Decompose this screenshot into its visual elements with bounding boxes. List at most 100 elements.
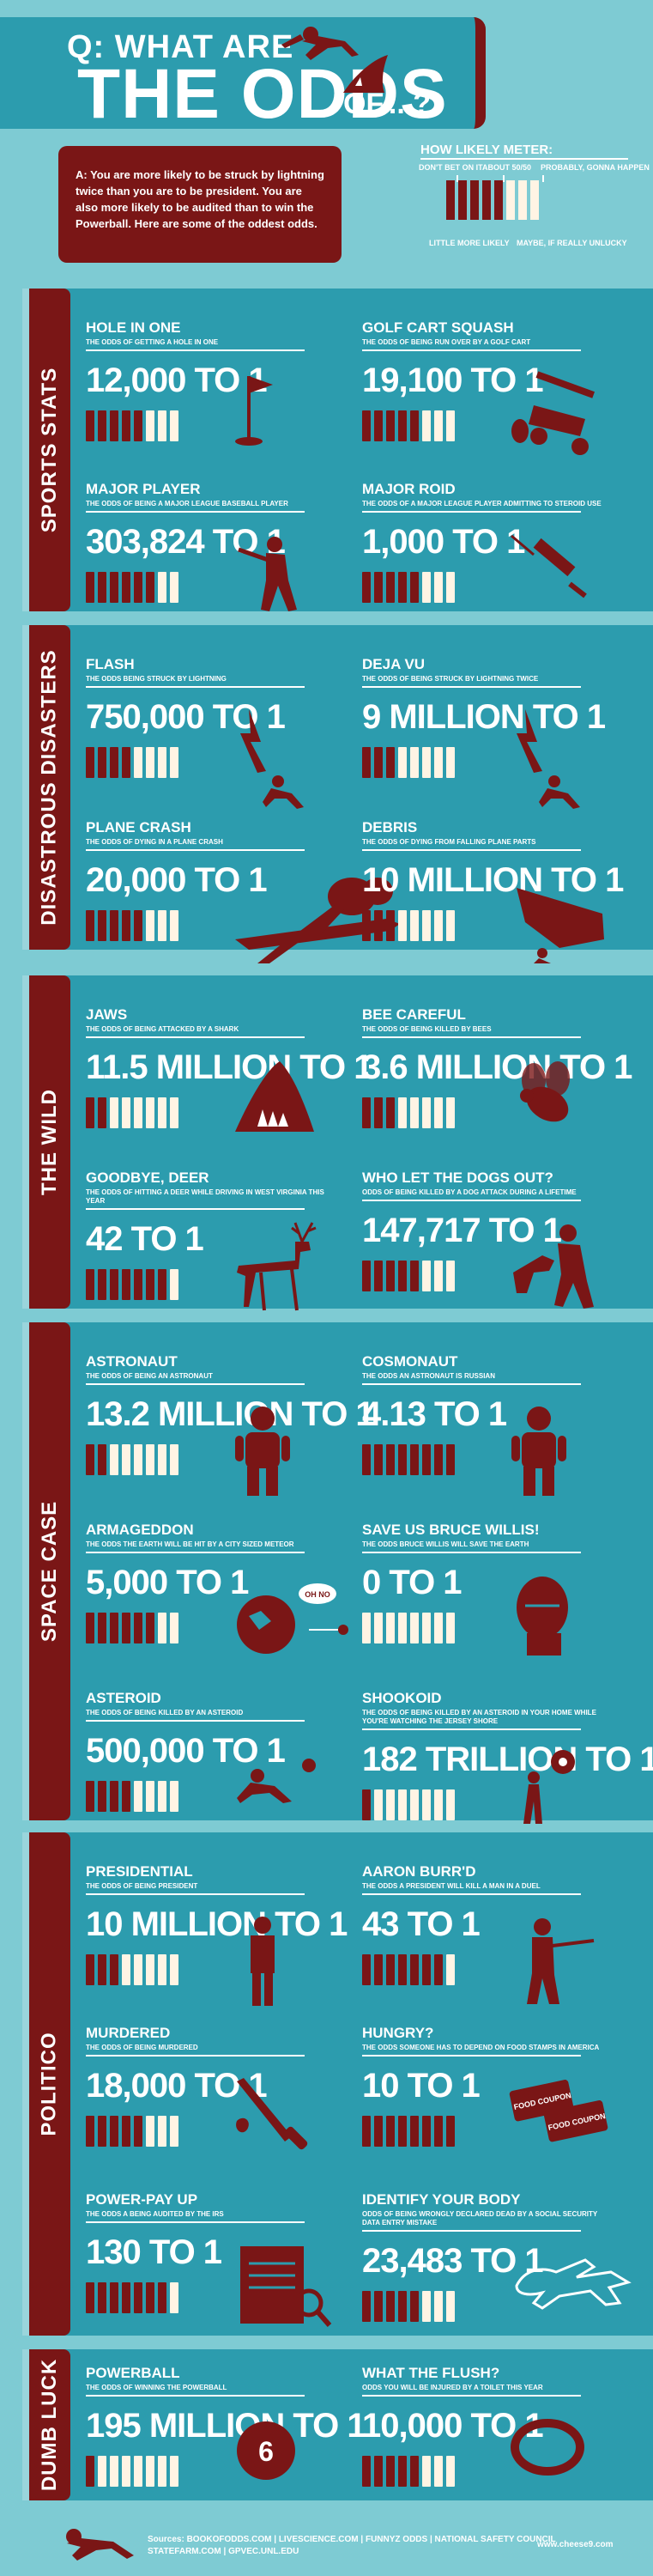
- header-banner: [0, 17, 486, 129]
- meter-bar-filled: [122, 1613, 130, 1643]
- meter-bar-empty: [434, 572, 443, 603]
- meter-bar-empty: [122, 2456, 130, 2487]
- meter-bar-filled: [374, 1097, 383, 1128]
- dog-attack-icon: [508, 1221, 602, 1320]
- meter-bar-empty: [158, 1613, 166, 1643]
- section-title: SPACE CASE: [38, 1500, 62, 1643]
- meter-bar-filled: [374, 410, 383, 441]
- item-underline: [362, 849, 581, 851]
- likelihood-meter: [86, 910, 360, 941]
- meter-bar-filled: [410, 410, 419, 441]
- meter-bar-empty: [146, 910, 154, 941]
- section-tab: THE WILD: [29, 975, 70, 1309]
- meter-bar-empty: [398, 747, 407, 778]
- meter-bar-filled: [386, 572, 395, 603]
- meter-bar-filled: [398, 572, 407, 603]
- footer-sources-line2: STATEFARM.COM | GPVEC.UNL.EDU: [148, 2547, 299, 2556]
- meter-bar-empty: [146, 410, 154, 441]
- item-odds: 13.2 MILLION TO 1: [86, 1395, 375, 1433]
- meter-bar-empty: [158, 1954, 166, 1985]
- odds-item: ARMAGEDDON THE ODDS THE EARTH WILL BE HIT…: [86, 1522, 360, 1654]
- meter-bar-filled: [86, 1613, 94, 1643]
- item-underline: [86, 1893, 305, 1895]
- likelihood-meter: [362, 2116, 637, 2147]
- meter-bar-filled: [86, 1269, 94, 1300]
- footer-site-link[interactable]: www.cheese9.com: [537, 2540, 614, 2549]
- likelihood-meter: [86, 1444, 360, 1475]
- item-underline: [362, 1200, 581, 1201]
- item-odds: 10 TO 1: [362, 2067, 481, 2105]
- meter-bar-filled: [374, 572, 383, 603]
- meter-bar-empty: [374, 1613, 383, 1643]
- likelihood-meter: [362, 910, 637, 941]
- meter-bar-filled: [98, 1613, 106, 1643]
- meter-bar-empty: [410, 1789, 419, 1820]
- meter-bar-empty: [434, 2291, 443, 2322]
- meter-bar-filled: [446, 2116, 455, 2147]
- meter-bar-empty: [434, 1261, 443, 1291]
- meter-bar-empty: [170, 910, 178, 941]
- likelihood-meter: [362, 1613, 637, 1643]
- item-underline: [86, 1036, 305, 1038]
- likelihood-meter: [86, 747, 360, 778]
- meter-bar-empty: [158, 2116, 166, 2147]
- item-odds: 147,717 TO 1: [362, 1212, 562, 1249]
- meter-bar-filled: [122, 572, 130, 603]
- meter-bar-filled: [86, 1097, 94, 1128]
- meter-bar-empty: [434, 1613, 443, 1643]
- meter-bar-filled: [434, 1954, 443, 1985]
- meter-bar-empty: [434, 2456, 443, 2487]
- item-title: POWERBALL: [86, 2365, 180, 2381]
- odds-item: WHO LET THE DOGS OUT? ODDS OF BEING KILLE…: [362, 1170, 637, 1309]
- odds-item: GOODBYE, DEER THE ODDS OF HITTING A DEER …: [86, 1170, 360, 1311]
- item-subtitle: ODDS YOU WILL BE INJURED BY A TOILET THI…: [362, 2384, 543, 2391]
- meter-bar-empty: [422, 2291, 431, 2322]
- item-subtitle: THE ODDS OF BEING KILLED BY AN ASTEROID …: [362, 1709, 596, 1725]
- asteroid-icon: [232, 1741, 326, 1814]
- item-title: HUNGRY?: [362, 2025, 434, 2041]
- item-underline: [362, 511, 581, 513]
- item-title: PRESIDENTIAL: [86, 1863, 193, 1880]
- item-underline: [362, 2055, 581, 2057]
- meter-bar-filled: [86, 747, 94, 778]
- meter-bar-filled: [146, 1269, 154, 1300]
- section-tab: SPACE CASE: [29, 1322, 70, 1820]
- meter-bar-filled: [374, 1261, 383, 1291]
- item-subtitle: THE ODDS OF GETTING A HOLE IN ONE: [86, 338, 219, 346]
- lightning-person-icon: [232, 708, 309, 815]
- item-underline: [86, 349, 305, 351]
- meter-bar-filled: [362, 1954, 371, 1985]
- meter-bar-filled: [134, 1269, 142, 1300]
- odds-item: MURDERED THE ODDS OF BEING MURDERED 18,000…: [86, 2025, 360, 2150]
- meter-bar-filled: [410, 1261, 419, 1291]
- meter-bar-filled: [374, 2291, 383, 2322]
- meter-bar-empty: [170, 2116, 178, 2147]
- president-icon: [232, 1915, 292, 2014]
- odds-item: DEBRIS THE ODDS OF DYING FROM FALLING PLA…: [362, 819, 637, 963]
- meter-bar-filled: [122, 910, 130, 941]
- item-title: BEE CAREFUL: [362, 1006, 466, 1023]
- meter-bar-empty: [158, 2456, 166, 2487]
- meter-bar-empty: [170, 2456, 178, 2487]
- meter-bar-filled: [98, 572, 106, 603]
- item-title: MAJOR ROID: [362, 481, 456, 497]
- meteor-earth-icon: OH NO: [232, 1573, 352, 1663]
- meter-bar-filled: [122, 2116, 130, 2147]
- meter-bar-filled: [86, 572, 94, 603]
- meter-bar-empty: [158, 410, 166, 441]
- odds-item: MAJOR PLAYER THE ODDS OF BEING A MAJOR LE…: [86, 481, 360, 611]
- item-odds: 11.5 MILLION TO 1: [86, 1048, 372, 1086]
- food-stamps-icon: FOOD COUPON FOOD COUPON: [508, 2076, 611, 2149]
- item-title: MURDERED: [86, 2025, 171, 2041]
- item-odds: 1,000 TO 1: [362, 523, 525, 561]
- meter-bar-filled: [98, 910, 106, 941]
- section-title: DISASTROUS DISASTERS: [38, 649, 61, 926]
- likelihood-meter: [86, 572, 360, 603]
- meter-bar-filled: [86, 910, 94, 941]
- legend-label-little-more: LITTLE MORE LIKELY: [429, 239, 510, 247]
- meter-bar-filled: [434, 1444, 443, 1475]
- meter-bar-filled: [362, 1789, 371, 1820]
- likelihood-meter: [86, 1781, 360, 1812]
- item-subtitle: THE ODDS OF A MAJOR LEAGUE PLAYER ADMITT…: [362, 500, 602, 507]
- item-underline: [86, 1208, 305, 1210]
